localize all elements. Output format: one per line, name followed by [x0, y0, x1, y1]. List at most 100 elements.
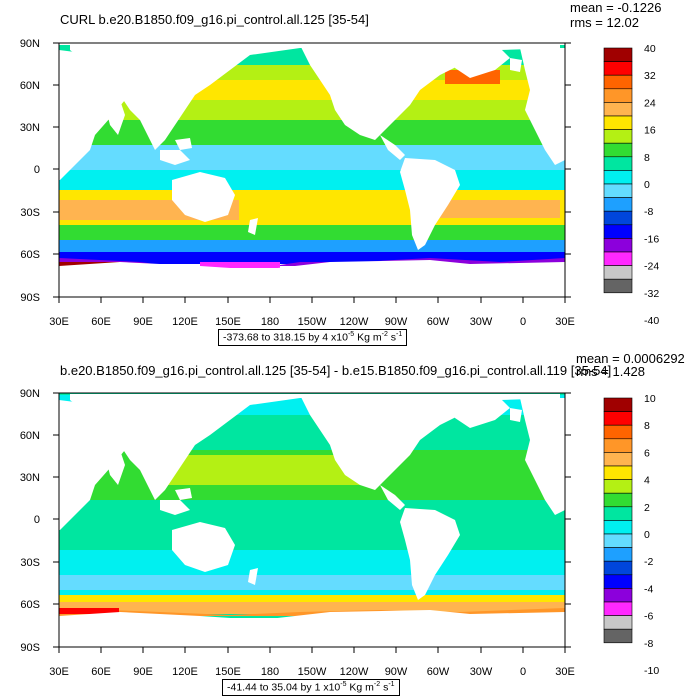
range-units-tail: s — [387, 331, 397, 344]
lon-label: 30E — [49, 316, 69, 328]
colorbar-swatch — [603, 170, 633, 185]
lat-label-60s: 60S — [20, 599, 40, 611]
colorbar-tick-label: 4 — [644, 475, 650, 487]
lon-label: 0 — [520, 666, 526, 678]
colorbar-tick-label: 0 — [644, 529, 650, 541]
colorbar-tick-label: 16 — [644, 125, 656, 137]
colorbar-tick-label: 2 — [644, 502, 650, 514]
lon-label: 60W — [427, 316, 450, 328]
colorbar-swatch — [603, 520, 633, 535]
lon-label: 150W — [298, 316, 327, 328]
rms-value: rms = 12.02 — [570, 15, 640, 30]
colorbar-swatch — [603, 574, 633, 589]
colorbar-swatch — [603, 102, 633, 117]
lat-label-60n: 60N — [20, 80, 40, 92]
colorbar-tick-label: 32 — [644, 70, 656, 82]
difference-map-panel: b.e20.B1850.f09_g16.pi_control.all.125 [… — [0, 350, 700, 700]
lon-label: 90W — [385, 666, 408, 678]
colorbar-tick-label: 8 — [644, 152, 650, 164]
lat-label-30s: 30S — [20, 207, 40, 219]
lat-label-60s: 60S — [20, 249, 40, 261]
lat-label-0: 0 — [34, 164, 40, 176]
units-exponent: -2 — [373, 681, 381, 688]
lat-label-90n: 90N — [20, 38, 40, 50]
colorbar-swatch — [603, 547, 633, 562]
range-units: Kg m — [354, 331, 382, 344]
colorbar-swatch — [603, 156, 633, 171]
colorbar-swatch — [603, 424, 633, 440]
colorbar-swatch — [603, 465, 633, 480]
lon-label: 120E — [172, 316, 198, 328]
colorbar-tick-label: -40 — [644, 315, 659, 327]
colorbar-tick-label: 24 — [644, 97, 656, 109]
colorbar-tick-label: -24 — [644, 261, 659, 273]
colorbar-swatch — [603, 61, 633, 76]
curl-map-panel: CURL b.e20.B1850.f09_g16.pi_control.all.… — [20, 0, 662, 346]
latitude-axis — [53, 392, 571, 648]
colorbar-swatch — [603, 115, 633, 130]
rms-value: rms = 1.428 — [576, 364, 646, 379]
colorbar-tick-label: -16 — [644, 233, 659, 245]
lat-label-30n: 30N — [20, 122, 40, 134]
colorbar-swatch — [603, 506, 633, 521]
colorbar-swatch — [603, 278, 633, 294]
colorbar-swatch — [603, 615, 633, 630]
colorbar-tick-label: -10 — [644, 665, 659, 677]
units-exponent: -1 — [388, 681, 395, 688]
lon-label: 180 — [261, 316, 279, 328]
colorbar-swatch — [603, 628, 633, 644]
lat-label-30s: 30S — [20, 557, 40, 569]
colorbar-swatch — [603, 197, 633, 212]
colorbar-tick-label: 40 — [644, 43, 656, 55]
lon-label: 60W — [427, 666, 450, 678]
map-field — [59, 43, 565, 297]
colorbar-swatch — [603, 238, 633, 253]
lat-label-90s: 90S — [20, 292, 40, 304]
lon-label: 30E — [555, 316, 575, 328]
lon-label: 120E — [172, 666, 198, 678]
map-title: b.e20.B1850.f09_g16.pi_control.all.125 [… — [60, 363, 612, 378]
longitude-axis — [58, 647, 566, 653]
lat-label-90s: 90S — [20, 642, 40, 654]
lon-label: 180 — [261, 666, 279, 678]
mean-value: mean = 0.0006292 — [576, 351, 685, 366]
colorbar-swatch — [603, 88, 633, 103]
colorbar-swatch — [603, 47, 633, 62]
colorbar-tick-label: 6 — [644, 447, 650, 459]
lon-label: 120W — [340, 316, 369, 328]
mean-value: mean = -0.1226 — [570, 0, 662, 15]
lon-label: 90W — [385, 316, 408, 328]
lon-label: 60E — [91, 666, 111, 678]
lon-label: 0 — [520, 316, 526, 328]
colorbar-swatch — [603, 224, 633, 239]
colorbar-swatch — [603, 74, 633, 90]
contour-range-box: -41.44 to 35.04 by 1 x10-5 Kg m-2 s-1 — [222, 679, 400, 696]
lon-label: 120W — [340, 666, 369, 678]
colorbar-swatch — [603, 560, 633, 576]
lon-label: 30W — [470, 316, 493, 328]
lat-label-90n: 90N — [20, 388, 40, 400]
colorbar: 10 8 6 4 2 0 -2 -4 -6 -8 -10 — [603, 393, 659, 677]
lat-label-0: 0 — [34, 514, 40, 526]
range-units-tail: s — [380, 681, 389, 694]
colorbar-swatch — [603, 397, 633, 412]
contour-range-box: -373.68 to 318.15 by 4 x10-5 Kg m-2 s-1 — [218, 329, 408, 346]
range-text: -373.68 to 318.15 by 4 x10 — [223, 331, 348, 344]
range-exponent: -5 — [340, 681, 347, 688]
colorbar-swatch — [603, 210, 633, 226]
colorbar-swatch — [603, 452, 633, 467]
colorbar-swatch — [603, 411, 633, 426]
colorbar-swatch — [603, 265, 633, 280]
range-units: Kg m — [346, 681, 374, 694]
map-figure: 90N 60N 30N 0 30S 60S 90S 30E 60E 90E 12… — [20, 38, 660, 328]
colorbar-swatch — [603, 438, 633, 453]
map-field — [59, 393, 565, 647]
colorbar-tick-label: -32 — [644, 288, 659, 300]
lat-label-30n: 30N — [20, 472, 40, 484]
colorbar: 40 32 24 16 8 0 -8 -16 -24 -32 -40 — [603, 43, 659, 327]
colorbar-swatch — [603, 588, 633, 603]
map-title: CURL b.e20.B1850.f09_g16.pi_control.all.… — [60, 12, 369, 27]
lon-label: 90E — [133, 316, 153, 328]
colorbar-swatch — [603, 479, 633, 494]
latitude-axis — [53, 42, 571, 298]
